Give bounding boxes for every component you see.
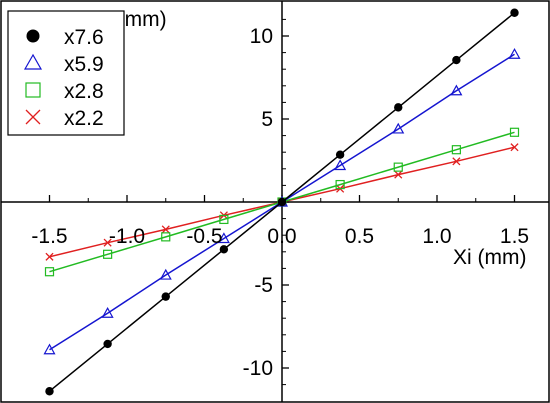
tick-labels: -1.5 -1.0 -0.5 0.0 0.5 1.0 1.5 -10 -5 5 10 [31,25,529,380]
x-tick-label: -1.5 [31,225,67,248]
legend-label: x7.6 [64,26,104,49]
data-point [219,214,229,225]
data-point [161,292,170,301]
data-point [103,238,112,247]
legend-label: x2.2 [64,107,104,130]
data-point [103,339,112,349]
y-tick-label: 5 [261,108,273,131]
data-point [219,245,229,254]
data-point [452,55,461,65]
data-point [394,170,403,179]
legend-marker [23,53,43,70]
data-point [159,268,172,280]
legend-marker [25,82,41,98]
data-point [450,84,463,96]
data-point [510,8,519,17]
data-point [451,145,461,155]
data-point [45,252,54,261]
data-point [43,343,56,355]
series-x7.6 [45,8,519,396]
x-tick-label: -1.0 [109,225,145,248]
x-axis-label: Xi (mm) [453,246,526,269]
data-point [103,249,113,259]
y-tick-label: -10 [243,357,273,380]
data-point [452,157,461,166]
data-point [392,122,405,134]
data-point [335,179,345,190]
data-point [508,48,521,59]
data-point [394,103,403,112]
data-point [277,197,287,207]
legend-label: x5.9 [64,53,104,76]
data-point [509,127,520,137]
y-tick-label: 10 [250,25,273,48]
legend-box [7,10,125,136]
x-tick-label: 0.0 [267,225,296,248]
series-layer [43,8,521,396]
data-point [335,150,345,159]
data-point [510,143,519,152]
legend-marker [25,109,41,125]
data-point [217,232,230,244]
y-tick-label: -5 [254,274,273,297]
legend-marker [26,29,40,43]
data-point [161,225,170,234]
x-tick-label: 1.0 [422,225,451,248]
x-tick-label: 0.5 [345,225,374,248]
data-point [44,267,55,277]
x-tick-label: -0.5 [186,225,222,248]
data-point [101,306,114,318]
legend-label: x2.8 [64,80,104,103]
data-point [161,232,171,242]
data-point [45,387,54,396]
data-point [334,159,347,171]
x-tick-label: 1.5 [500,225,529,248]
data-point [393,162,403,172]
legend: x7.6 x5.9 x2.8 x2.2 [7,10,125,136]
